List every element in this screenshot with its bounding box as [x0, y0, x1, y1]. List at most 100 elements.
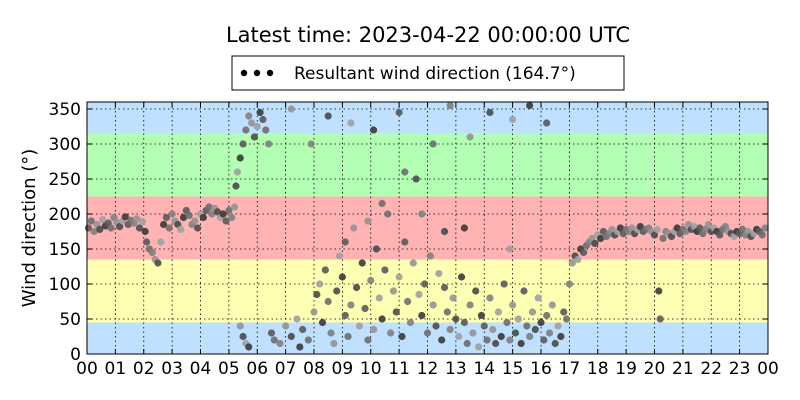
data-point [324, 297, 332, 306]
x-tick-label: 09 [332, 359, 354, 379]
chart-title: Latest time: 2023-04-22 00:00:00 UTC [226, 23, 630, 47]
data-point [503, 318, 511, 327]
data-point [474, 343, 483, 351]
data-point [364, 217, 372, 225]
data-point [404, 297, 412, 306]
data-point [568, 259, 576, 267]
data-point [96, 225, 104, 233]
data-point [378, 199, 386, 208]
data-point [509, 301, 517, 309]
data-point [579, 248, 588, 257]
data-point [392, 308, 400, 316]
data-point [543, 311, 551, 320]
x-tick-label: 14 [473, 359, 495, 379]
data-point [545, 329, 554, 337]
data-point [656, 315, 664, 323]
data-point [205, 203, 213, 211]
x-tick-label: 20 [644, 359, 666, 379]
data-point [738, 225, 747, 233]
data-point [318, 318, 327, 327]
data-point [185, 211, 193, 219]
data-point [429, 301, 437, 309]
y-tick-label: 300 [49, 135, 81, 155]
data-point [347, 119, 355, 127]
data-point [704, 220, 713, 229]
data-point [616, 224, 625, 232]
data-point [242, 126, 250, 134]
data-point [199, 213, 207, 222]
data-point [225, 206, 233, 215]
data-point [497, 332, 505, 341]
y-tick-label: 250 [49, 170, 81, 190]
data-point [560, 308, 568, 316]
data-point [418, 210, 426, 218]
data-point [253, 122, 261, 131]
data-point [415, 290, 423, 299]
data-point [608, 225, 616, 233]
data-point [562, 315, 571, 323]
data-point [313, 290, 321, 299]
data-points [84, 101, 769, 351]
data-point [99, 216, 107, 224]
x-tick-label: 06 [246, 359, 268, 379]
data-point [344, 332, 352, 341]
data-point [574, 255, 582, 264]
data-point [435, 269, 443, 278]
data-point [304, 336, 312, 344]
data-point [526, 101, 534, 110]
data-point [327, 329, 335, 337]
data-point [565, 280, 573, 288]
x-tick-label: 04 [190, 359, 212, 379]
data-point [347, 301, 355, 309]
data-point [548, 301, 556, 309]
data-point [316, 280, 324, 288]
data-point [480, 322, 488, 330]
data-point [352, 283, 361, 292]
data-point [299, 325, 307, 334]
data-point [296, 343, 304, 351]
data-point [213, 208, 222, 216]
x-tick-label: 18 [587, 359, 609, 379]
data-point [659, 234, 667, 243]
data-point [387, 329, 395, 337]
data-point [335, 252, 344, 260]
data-point [222, 217, 230, 225]
legend-box [231, 55, 625, 91]
data-point [265, 140, 273, 148]
data-point [528, 308, 537, 316]
data-point [401, 238, 409, 246]
data-point [208, 210, 216, 218]
data-point [398, 332, 406, 341]
x-tick-label: 08 [303, 359, 325, 379]
legend-marker-dot [266, 69, 274, 77]
data-point [341, 311, 349, 320]
y-axis-label: Wind direction (°) [19, 149, 40, 308]
y-tick-label: 350 [49, 100, 81, 120]
data-point [426, 252, 434, 260]
y-tick-label: 0 [70, 345, 81, 365]
x-tick-label: 17 [559, 359, 581, 379]
data-point [596, 234, 605, 243]
x-tick-label: 22 [700, 359, 722, 379]
data-point [591, 239, 599, 247]
data-point [537, 318, 545, 327]
data-point [293, 315, 301, 323]
data-point [472, 287, 480, 295]
data-point [520, 287, 528, 295]
data-point [162, 213, 171, 222]
data-point [492, 339, 500, 348]
data-point [551, 339, 559, 348]
data-point [452, 315, 460, 323]
x-tick-label: 10 [360, 359, 382, 379]
data-point [758, 231, 766, 239]
data-point [509, 115, 517, 124]
data-point [355, 322, 363, 330]
data-point [486, 294, 494, 302]
data-point [219, 210, 227, 218]
data-point [160, 220, 168, 229]
data-point [526, 332, 534, 341]
data-point [449, 294, 457, 302]
data-point [418, 311, 426, 320]
data-point [511, 329, 520, 337]
y-tick-label: 100 [49, 275, 81, 295]
